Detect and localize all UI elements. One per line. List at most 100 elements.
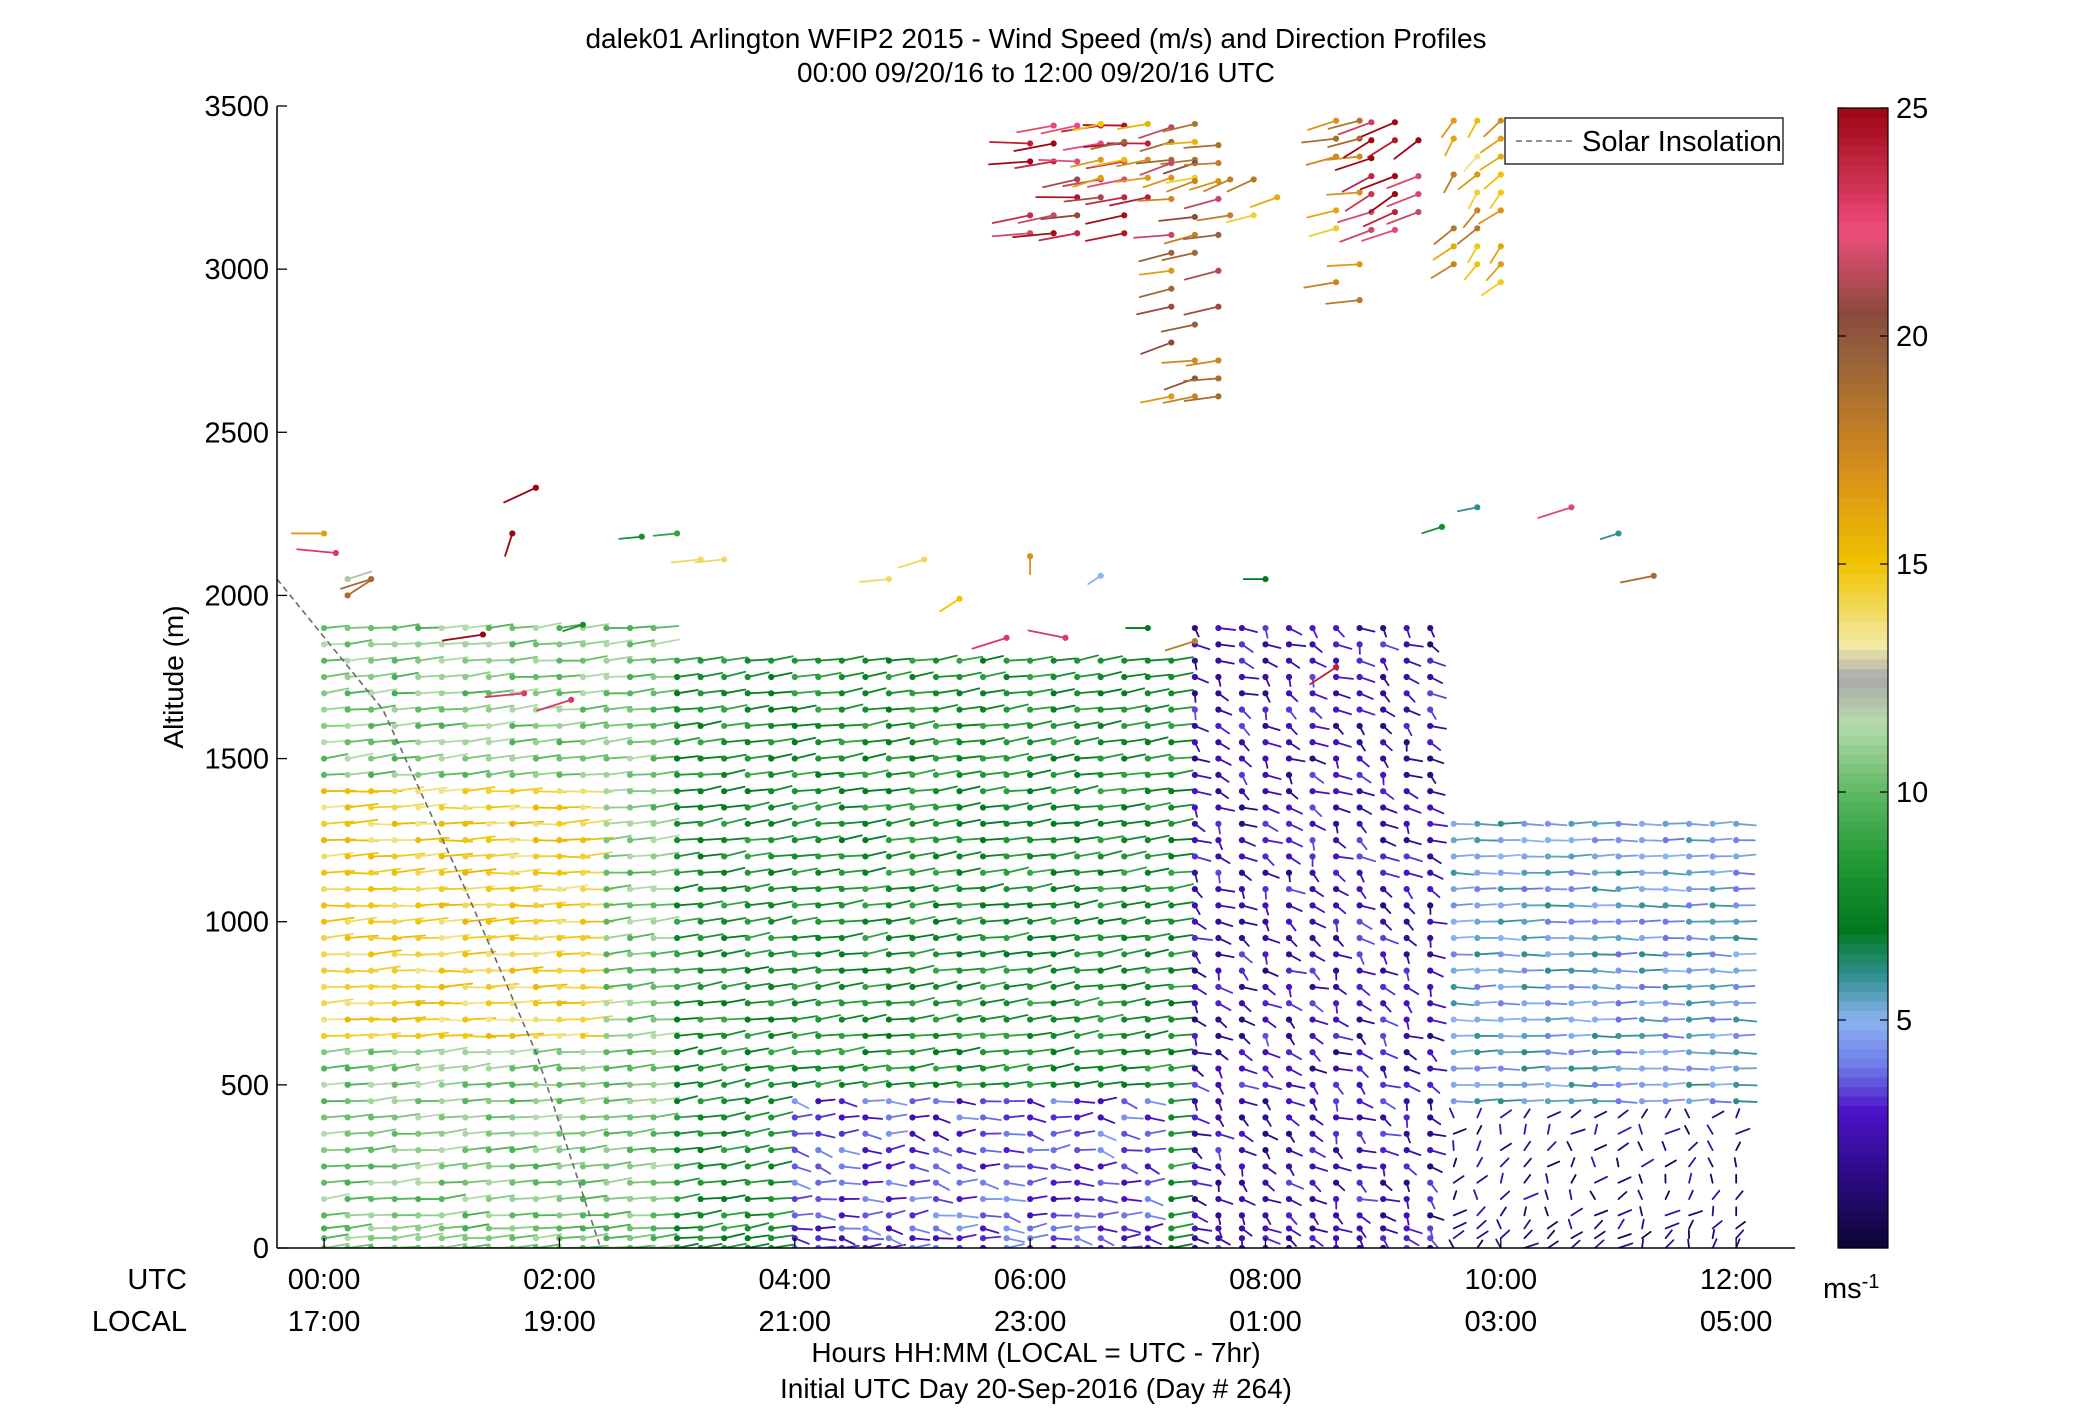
wind-barb [440, 1225, 468, 1230]
wind-barb [746, 837, 773, 842]
wind-barb-head [909, 967, 916, 974]
wind-barb [746, 916, 771, 923]
wind-barb-head [1427, 934, 1434, 942]
wind-barb [534, 688, 562, 695]
wind-barb-head [1238, 624, 1246, 632]
wind-barb [534, 1063, 561, 1070]
wind-barb-head [1427, 1225, 1434, 1232]
wind-barb [699, 755, 724, 760]
wind-barb [770, 753, 793, 760]
wind-barb [1076, 690, 1101, 695]
wind-barb-head [1427, 1114, 1434, 1121]
wind-barb-head [485, 951, 492, 958]
wind-barb [1250, 196, 1279, 208]
wind-barb-head [1380, 657, 1387, 664]
colorbar-swatch [1838, 754, 1888, 765]
wind-barb [699, 772, 726, 776]
wind-barb-head [838, 739, 845, 746]
wind-barb-head [1638, 820, 1646, 827]
wind-barb-head [1285, 755, 1293, 762]
wind-barb-head [532, 918, 539, 925]
wind-barb [1617, 1109, 1629, 1119]
wind-barb [464, 690, 491, 695]
wind-barb [746, 801, 770, 809]
colorbar-swatch [1838, 801, 1888, 812]
wind-barb-head [932, 983, 940, 991]
wind-barb-head [650, 706, 657, 713]
wind-barb-head [838, 1114, 845, 1121]
wind-barb-head [1191, 706, 1198, 713]
wind-barb-head [556, 967, 563, 974]
wind-barb-head [956, 706, 963, 713]
wind-barb-head [956, 1000, 963, 1007]
wind-barb [1123, 1082, 1147, 1086]
wind-barb-head [344, 641, 351, 648]
wind-barb-head [956, 1163, 963, 1170]
wind-barb-head [650, 1244, 657, 1248]
wind-barb [1664, 822, 1687, 825]
wind-barb-head [368, 1000, 375, 1007]
wind-barb-head [956, 1244, 963, 1248]
wind-barb [1735, 1100, 1758, 1103]
wind-barb-head [320, 902, 328, 909]
wind-barb [1040, 124, 1079, 135]
wind-barb-head [1003, 1163, 1010, 1170]
wind-barb-head [1144, 755, 1151, 762]
wind-barb-head [1168, 820, 1175, 827]
wind-barb-head [320, 1130, 328, 1137]
wind-barb-head [721, 788, 728, 795]
wind-barb-head [650, 624, 657, 632]
wind-barb [1029, 706, 1055, 711]
wind-barb-head [1356, 788, 1363, 795]
wind-barb-head [485, 820, 492, 827]
wind-barb-head [1568, 1000, 1575, 1007]
wind-barb-head [344, 576, 351, 583]
wind-barb-head [791, 934, 798, 942]
wind-barb-head [885, 1114, 893, 1121]
wind-barb [1123, 1116, 1144, 1120]
wind-barb-head [1638, 951, 1646, 958]
wind-barb-head [1474, 153, 1481, 160]
wind-barb [888, 802, 913, 809]
wind-barb-head [485, 1195, 492, 1203]
wind-barb-head [1121, 771, 1128, 778]
wind-barb-head [744, 706, 751, 713]
wind-barb-head [1356, 657, 1363, 664]
wind-barb-head [1709, 902, 1716, 909]
wind-barb-head [885, 1130, 893, 1137]
wind-barb-head [1027, 804, 1034, 811]
wind-barb [1688, 1141, 1698, 1152]
wind-barb-head [815, 1212, 822, 1219]
wind-barb [1711, 870, 1733, 874]
wind-barb [676, 1226, 700, 1230]
wind-barb [817, 786, 841, 793]
wind-barb [864, 1013, 887, 1021]
wind-barb-head [368, 657, 375, 664]
wind-barb [982, 1064, 1006, 1070]
wind-barb-head [438, 690, 445, 697]
wind-barb-head [1709, 1065, 1716, 1072]
wind-barb-head [1403, 722, 1410, 730]
wind-barb [723, 785, 746, 793]
x-tick-label-local: 23:00 [994, 1306, 1067, 1338]
wind-barb-head [1332, 641, 1340, 648]
wind-barb-head [721, 1195, 728, 1203]
wind-barb-head [1521, 934, 1528, 942]
wind-barb [582, 1179, 608, 1184]
wind-barb [793, 981, 818, 988]
x-axis-title-day: Initial UTC Day 20-Sep-2016 (Day # 264) [780, 1373, 1292, 1404]
wind-barb [1735, 1141, 1741, 1152]
wind-barb-head [1380, 967, 1387, 974]
wind-barb-head [1591, 885, 1599, 893]
wind-barb-head [1368, 173, 1375, 180]
wind-barb-head [626, 1032, 634, 1040]
wind-barb-head [1356, 951, 1363, 958]
wind-barb-head [1003, 951, 1010, 958]
wind-barb-head [1332, 869, 1340, 876]
wind-barb [1570, 1239, 1581, 1248]
wind-barb-head [1415, 137, 1422, 144]
wind-barb-head [1074, 1163, 1081, 1170]
wind-barb-head [744, 1147, 751, 1154]
wind-barb [1123, 835, 1147, 842]
wind-barb [793, 752, 817, 760]
